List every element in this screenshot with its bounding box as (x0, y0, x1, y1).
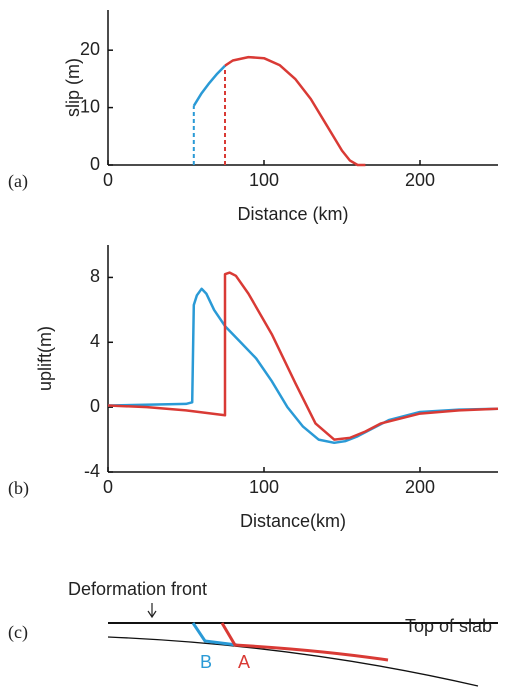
diagram: (c) Deformation front B A Top of slab (8, 579, 498, 687)
fault-b (191, 622, 238, 647)
y-tick-label: 20 (80, 39, 100, 59)
x-tick-label: 0 (103, 170, 113, 190)
label-a: A (238, 652, 250, 672)
y-tick-label: 8 (90, 266, 100, 286)
y-tick-label: -4 (84, 461, 100, 481)
y-tick-label: 0 (90, 396, 100, 416)
panel-label: (c) (8, 622, 28, 643)
y-tick-label: 10 (80, 96, 100, 116)
series-line (107, 271, 499, 441)
series-line (107, 287, 499, 445)
x-tick-label: 100 (249, 170, 279, 190)
y-tick-label: 4 (90, 331, 100, 351)
panel-label: (b) (8, 478, 29, 499)
x-tick-label: 200 (405, 477, 435, 497)
x-axis-label: Distance (km) (237, 204, 348, 224)
front-label: Deformation front (68, 579, 207, 599)
x-tick-label: 0 (103, 477, 113, 497)
x-axis-label: Distance(km) (240, 511, 346, 531)
slab (107, 636, 479, 687)
series-line (224, 55, 366, 167)
slab-label: Top of slab (405, 616, 492, 636)
y-axis-label: slip (m) (63, 58, 83, 117)
panel-label: (a) (8, 171, 28, 192)
series-line (192, 64, 226, 107)
fault-a (220, 622, 389, 662)
x-tick-label: 100 (249, 477, 279, 497)
arrow-head (147, 610, 157, 619)
x-tick-label: 200 (405, 170, 435, 190)
y-tick-label: 0 (90, 154, 100, 174)
y-axis-label: uplift(m) (35, 326, 55, 391)
label-b: B (200, 652, 212, 672)
